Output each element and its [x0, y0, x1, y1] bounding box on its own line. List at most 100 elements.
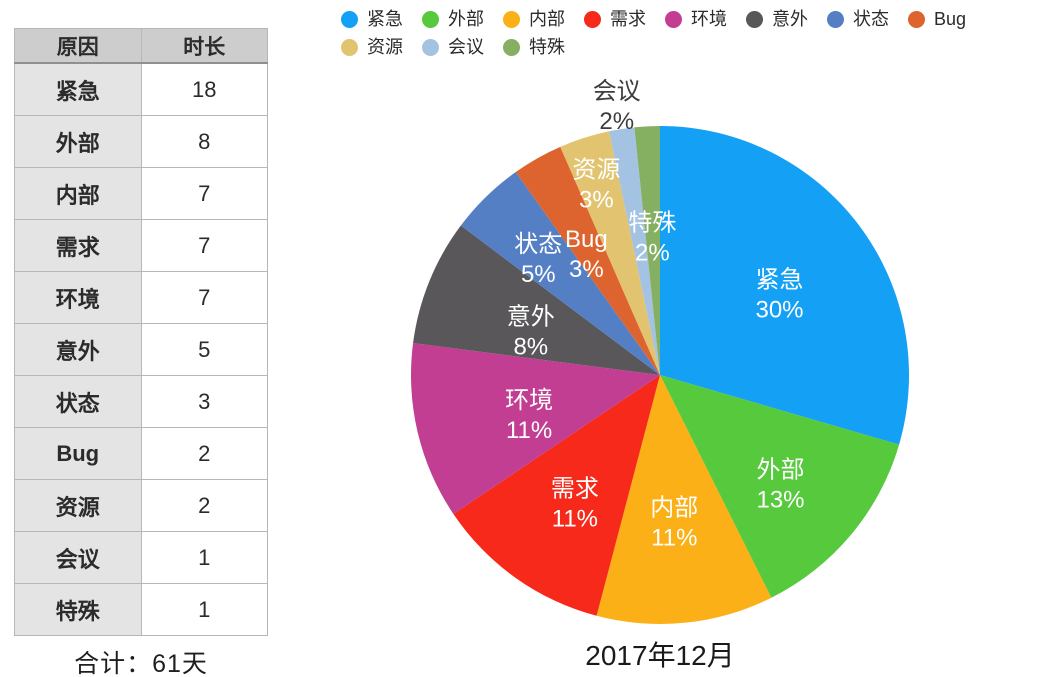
legend-label: 外部 — [448, 9, 484, 29]
slice-label-name: 环境 — [505, 387, 553, 414]
reason-cell: 会议 — [14, 531, 142, 584]
pie-slice-0 — [660, 126, 910, 445]
table-row: 状态 3 — [14, 375, 268, 428]
legend-item: 需求 — [584, 9, 646, 30]
table-row: 意外 5 — [14, 323, 268, 376]
table-row: Bug 2 — [14, 427, 268, 480]
slice-label-name: 意外 — [507, 304, 555, 331]
duration-cell: 2 — [140, 427, 268, 480]
legend-dot-icon — [422, 39, 439, 56]
legend-item: 状态 — [827, 9, 889, 30]
duration-cell: 18 — [140, 62, 268, 116]
legend-item: 特殊 — [503, 37, 565, 58]
duration-cell: 2 — [140, 479, 268, 532]
pie-chart: 紧急30%外部13%内部11%需求11%环境11%意外8%状态5%Bug3%资源… — [410, 78, 910, 625]
table-row: 环境 7 — [14, 271, 268, 324]
legend-label: 需求 — [610, 9, 646, 29]
pie-slice-label: 内部 11% — [650, 495, 698, 552]
slice-label-percent: 2% — [635, 239, 670, 266]
pie-slice-label: Bug 3% — [565, 226, 608, 283]
header-cell-duration: 时长 — [140, 28, 268, 64]
legend-dot-icon — [503, 39, 520, 56]
legend-dot-icon — [341, 39, 358, 56]
slice-label-name: 内部 — [650, 495, 698, 522]
duration-cell: 1 — [140, 583, 268, 636]
pie-slice-label: 需求 11% — [551, 476, 599, 533]
pie-slice-label: 紧急 30% — [755, 266, 803, 323]
legend-dot-icon — [584, 11, 601, 28]
slice-label-percent: 11% — [651, 525, 697, 552]
pie-slice-2 — [596, 375, 772, 625]
legend-label: 会议 — [448, 37, 484, 57]
slice-label-name: 资源 — [572, 157, 620, 184]
reason-cell: 资源 — [14, 479, 142, 532]
legend-label: 环境 — [691, 9, 727, 29]
legend-item: 内部 — [503, 9, 565, 30]
reason-cell: 环境 — [14, 271, 142, 324]
legend-label: Bug — [934, 9, 967, 29]
legend-dot-icon — [746, 11, 763, 28]
slice-label-name: 会议 — [593, 78, 641, 105]
pie-slice-label: 会议 2% — [593, 78, 641, 135]
legend-item: 意外 — [746, 9, 808, 30]
header-cell-reason: 原因 — [14, 28, 142, 64]
legend-dot-icon — [827, 11, 844, 28]
slice-label-percent: 13% — [756, 487, 804, 514]
pie-slice-4 — [410, 343, 660, 514]
pie-slice-label: 环境 11% — [505, 387, 553, 444]
reason-cell: 需求 — [14, 219, 142, 272]
duration-cell: 7 — [140, 167, 268, 220]
duration-table-header: 原因 时长 — [14, 28, 268, 64]
slice-label-percent: 30% — [755, 296, 803, 323]
chart-caption: 2017年12月 — [585, 640, 735, 671]
legend-item: 会议 — [422, 37, 484, 58]
chart-legend: 紧急 外部 内部 需求 环境 意外 状态 Bug 资源 会议 特殊 — [341, 9, 1043, 58]
duration-cell: 1 — [140, 531, 268, 584]
pie-slice-8 — [560, 131, 660, 375]
legend-item: Bug — [908, 9, 966, 30]
pie-slice-9 — [609, 127, 660, 375]
legend-item: 外部 — [422, 9, 484, 30]
pie-slice-label: 特殊 2% — [628, 209, 676, 266]
table-row: 外部 8 — [14, 115, 268, 168]
duration-table-panel: 原因 时长 紧急 18 外部 8 内部 7 需求 7 环境 7 意外 5 状态 3 Bug 2 资源 2 会议 1 特殊… — [14, 28, 268, 677]
table-row: 会议 1 — [14, 531, 268, 584]
table-row: 资源 2 — [14, 479, 268, 532]
legend-label: 紧急 — [367, 9, 403, 29]
table-row: 需求 7 — [14, 219, 268, 272]
slice-label-percent: 3% — [569, 256, 604, 283]
duration-cell: 8 — [140, 115, 268, 168]
duration-cell: 3 — [140, 375, 268, 428]
legend-label: 状态 — [853, 9, 889, 29]
reason-cell: 内部 — [14, 167, 142, 220]
slice-label-name: Bug — [565, 226, 608, 253]
pie-slice-1 — [660, 375, 900, 598]
legend-item: 紧急 — [341, 9, 403, 30]
pie-slice-label: 状态 5% — [514, 231, 562, 288]
pie-slice-6 — [460, 172, 660, 375]
duration-table: 原因 时长 紧急 18 外部 8 内部 7 需求 7 环境 7 意外 5 状态 3 Bug 2 资源 2 会议 1 特殊… — [14, 28, 268, 636]
reason-cell: 外部 — [14, 115, 142, 168]
duration-cell: 7 — [140, 271, 268, 324]
slice-label-name: 外部 — [757, 457, 805, 484]
slice-label-percent: 3% — [579, 187, 614, 214]
table-row: 紧急 18 — [14, 62, 268, 116]
legend-dot-icon — [341, 11, 358, 28]
table-row: 内部 7 — [14, 167, 268, 220]
slice-label-percent: 2% — [599, 108, 634, 135]
legend-label: 资源 — [367, 37, 403, 57]
pie-slice-label: 资源 3% — [572, 157, 620, 214]
slice-label-percent: 5% — [521, 261, 556, 288]
slice-label-percent: 11% — [552, 506, 598, 533]
legend-label: 意外 — [772, 9, 808, 29]
reason-cell: 意外 — [14, 323, 142, 376]
pie-slice-3 — [453, 375, 660, 616]
slice-label-name: 紧急 — [756, 266, 804, 293]
slice-label-name: 状态 — [514, 231, 562, 258]
slice-label-name: 需求 — [551, 476, 599, 503]
slice-label-name: 特殊 — [628, 209, 676, 236]
legend-dot-icon — [422, 11, 439, 28]
slice-label-percent: 11% — [506, 417, 552, 444]
total-label: 合计：61天 — [74, 650, 208, 677]
